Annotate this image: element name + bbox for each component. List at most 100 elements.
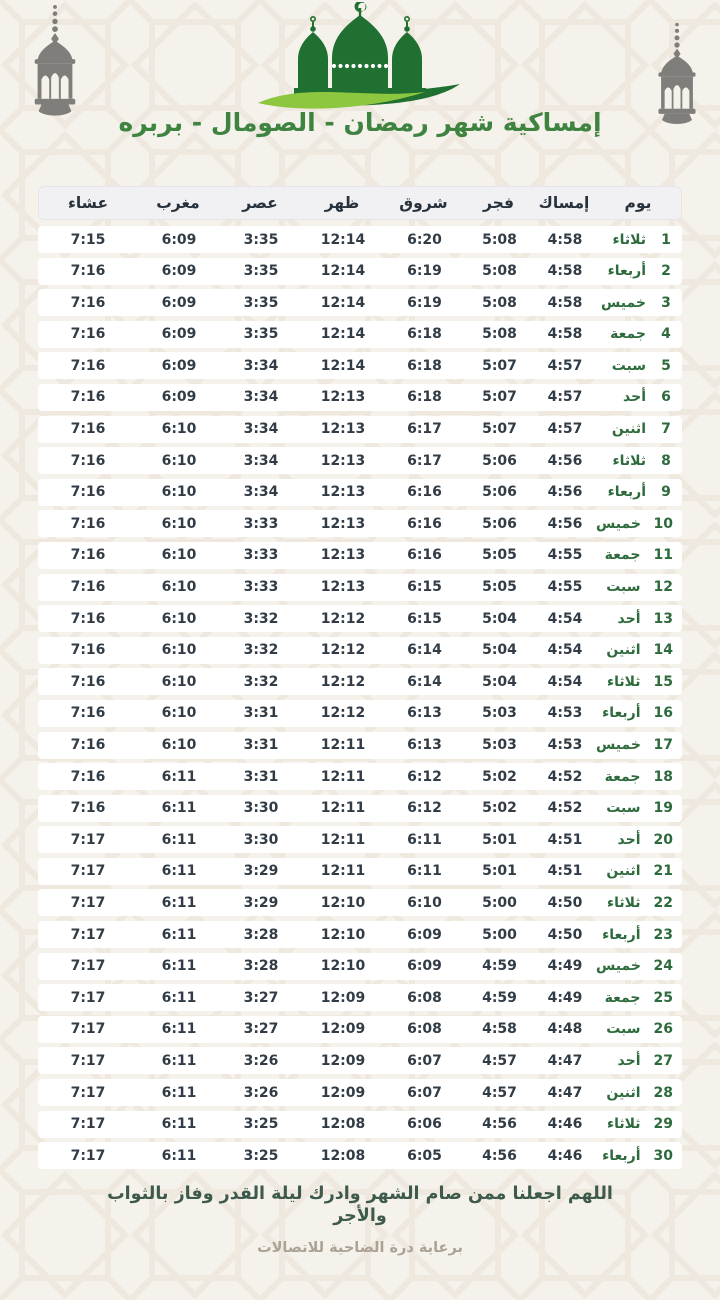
time-cell: 6:10 bbox=[161, 484, 197, 501]
time-cell: 4:54 bbox=[547, 642, 583, 659]
time-cell: 4:50 bbox=[547, 894, 583, 911]
time-cell: 7:16 bbox=[70, 610, 106, 627]
day-name: خميس bbox=[596, 515, 641, 532]
time-cell: 3:34 bbox=[243, 452, 279, 469]
time-cell: 7:16 bbox=[70, 389, 106, 406]
lantern-icon bbox=[658, 22, 696, 125]
day-number: 30 bbox=[653, 1147, 673, 1164]
time-cell: 7:17 bbox=[70, 863, 106, 880]
day-name: خميس bbox=[596, 737, 641, 753]
time-cell: 12:10 bbox=[320, 894, 366, 911]
time-cell: 4:51 bbox=[547, 831, 583, 848]
day-number: 19 bbox=[653, 800, 673, 817]
time-cell: 12:11 bbox=[320, 768, 366, 785]
time-cell: 6:19 bbox=[407, 294, 442, 311]
day-cell: 12 سبت bbox=[596, 579, 682, 595]
time-cell: 6:16 bbox=[407, 515, 442, 532]
time-cell: 6:17 bbox=[407, 421, 442, 438]
time-cell: 5:05 bbox=[482, 579, 517, 596]
time-cell: 5:05 bbox=[482, 547, 517, 564]
time-cell: 7:17 bbox=[70, 1147, 106, 1164]
time-cell: 5:01 bbox=[482, 863, 517, 880]
time-cell: 7:16 bbox=[70, 579, 106, 596]
time-cell: 4:47 bbox=[547, 1052, 583, 1069]
time-cell: 12:13 bbox=[320, 547, 366, 564]
day-cell: 23 أربعاء bbox=[596, 927, 682, 943]
time-cell: 7:16 bbox=[70, 421, 106, 438]
time-cell: 12:14 bbox=[320, 357, 366, 374]
time-cell: 12:13 bbox=[320, 484, 366, 501]
sponsor-text: برعاية درة الضاحية للاتصالات bbox=[257, 1239, 463, 1256]
time-cell: 5:00 bbox=[482, 894, 517, 911]
column-header-dhuhr: ظهر bbox=[324, 194, 360, 212]
time-cell: 6:11 bbox=[161, 926, 197, 943]
time-cell: 4:56 bbox=[482, 1147, 517, 1164]
time-cell: 6:07 bbox=[407, 1084, 442, 1101]
time-cell: 7:16 bbox=[70, 484, 106, 501]
time-cell: 5:01 bbox=[482, 831, 517, 848]
time-cell: 12:09 bbox=[320, 989, 366, 1006]
day-name: اثنين bbox=[606, 863, 641, 880]
time-cell: 7:17 bbox=[70, 989, 106, 1006]
day-cell: 15 ثلاثاء bbox=[596, 674, 682, 690]
time-cell: 6:09 bbox=[161, 357, 197, 374]
time-cell: 3:30 bbox=[243, 831, 279, 848]
time-cell: 12:13 bbox=[320, 389, 366, 406]
day-number: 20 bbox=[653, 831, 673, 848]
prayer-times-table: يوم إمساك فجر شروق ظهر عصر مغرب عشاء 1 ث… bbox=[38, 186, 682, 1170]
time-cell: 6:11 bbox=[161, 863, 197, 880]
time-cell: 6:09 bbox=[161, 263, 197, 280]
time-cell: 6:10 bbox=[161, 452, 197, 469]
time-cell: 12:13 bbox=[320, 421, 366, 438]
header: إمساكية شهر رمضان - الصومال - بربره bbox=[0, 0, 720, 162]
table-body: 1 ثلاثاء 4:58 5:08 6:20 12:14 3:35 6:09 … bbox=[38, 226, 682, 1170]
time-cell: 12:14 bbox=[320, 263, 366, 280]
time-cell: 7:16 bbox=[70, 357, 106, 374]
time-cell: 7:17 bbox=[70, 926, 106, 943]
time-cell: 3:25 bbox=[243, 1147, 279, 1164]
time-cell: 12:11 bbox=[320, 800, 366, 817]
time-cell: 6:13 bbox=[407, 705, 442, 722]
day-cell: 27 أحد bbox=[596, 1053, 682, 1069]
time-cell: 3:25 bbox=[243, 1116, 279, 1133]
table-row: 6 أحد 4:57 5:07 6:18 12:13 3:34 6:09 7:1… bbox=[38, 383, 682, 411]
time-cell: 3:27 bbox=[243, 989, 279, 1006]
time-cell: 4:58 bbox=[547, 294, 583, 311]
time-cell: 7:17 bbox=[70, 894, 106, 911]
day-name: أربعاء bbox=[607, 484, 646, 501]
time-cell: 6:07 bbox=[407, 1052, 442, 1069]
time-cell: 7:17 bbox=[70, 1021, 106, 1038]
time-cell: 6:20 bbox=[407, 231, 442, 248]
day-cell: 30 أربعاء bbox=[596, 1148, 682, 1164]
table-row: 11 جمعة 4:55 5:05 6:16 12:13 3:33 6:10 7… bbox=[38, 541, 682, 569]
time-cell: 6:05 bbox=[407, 1147, 442, 1164]
table-row: 13 أحد 4:54 5:04 6:15 12:12 3:32 6:10 7:… bbox=[38, 605, 682, 633]
time-cell: 3:26 bbox=[243, 1052, 279, 1069]
time-cell: 5:03 bbox=[482, 737, 517, 753]
table-row: 26 سبت 4:48 4:58 6:08 12:09 3:27 6:11 7:… bbox=[38, 1015, 682, 1043]
day-name: خميس bbox=[596, 958, 641, 975]
day-cell: 21 اثنين bbox=[596, 863, 682, 879]
day-number: 10 bbox=[653, 515, 673, 532]
time-cell: 12:10 bbox=[320, 958, 366, 975]
day-cell: 18 جمعة bbox=[596, 769, 682, 785]
time-cell: 5:06 bbox=[482, 515, 517, 532]
time-cell: 7:16 bbox=[70, 263, 106, 280]
day-number: 24 bbox=[653, 958, 673, 975]
time-cell: 12:13 bbox=[320, 515, 366, 532]
time-cell: 12:09 bbox=[320, 1052, 366, 1069]
day-cell: 10 خميس bbox=[596, 516, 682, 532]
time-cell: 6:10 bbox=[161, 421, 197, 438]
day-cell: 29 ثلاثاء bbox=[596, 1116, 682, 1132]
day-name: اثنين bbox=[611, 421, 646, 438]
time-cell: 4:51 bbox=[547, 863, 583, 880]
time-cell: 12:11 bbox=[320, 863, 366, 880]
time-cell: 4:57 bbox=[482, 1052, 517, 1069]
time-cell: 6:10 bbox=[161, 579, 197, 596]
time-cell: 6:11 bbox=[161, 1084, 197, 1101]
table-row: 30 أربعاء 4:46 4:56 6:05 12:08 3:25 6:11… bbox=[38, 1142, 682, 1170]
time-cell: 3:29 bbox=[243, 894, 279, 911]
time-cell: 6:09 bbox=[161, 231, 197, 248]
time-cell: 5:07 bbox=[482, 357, 517, 374]
